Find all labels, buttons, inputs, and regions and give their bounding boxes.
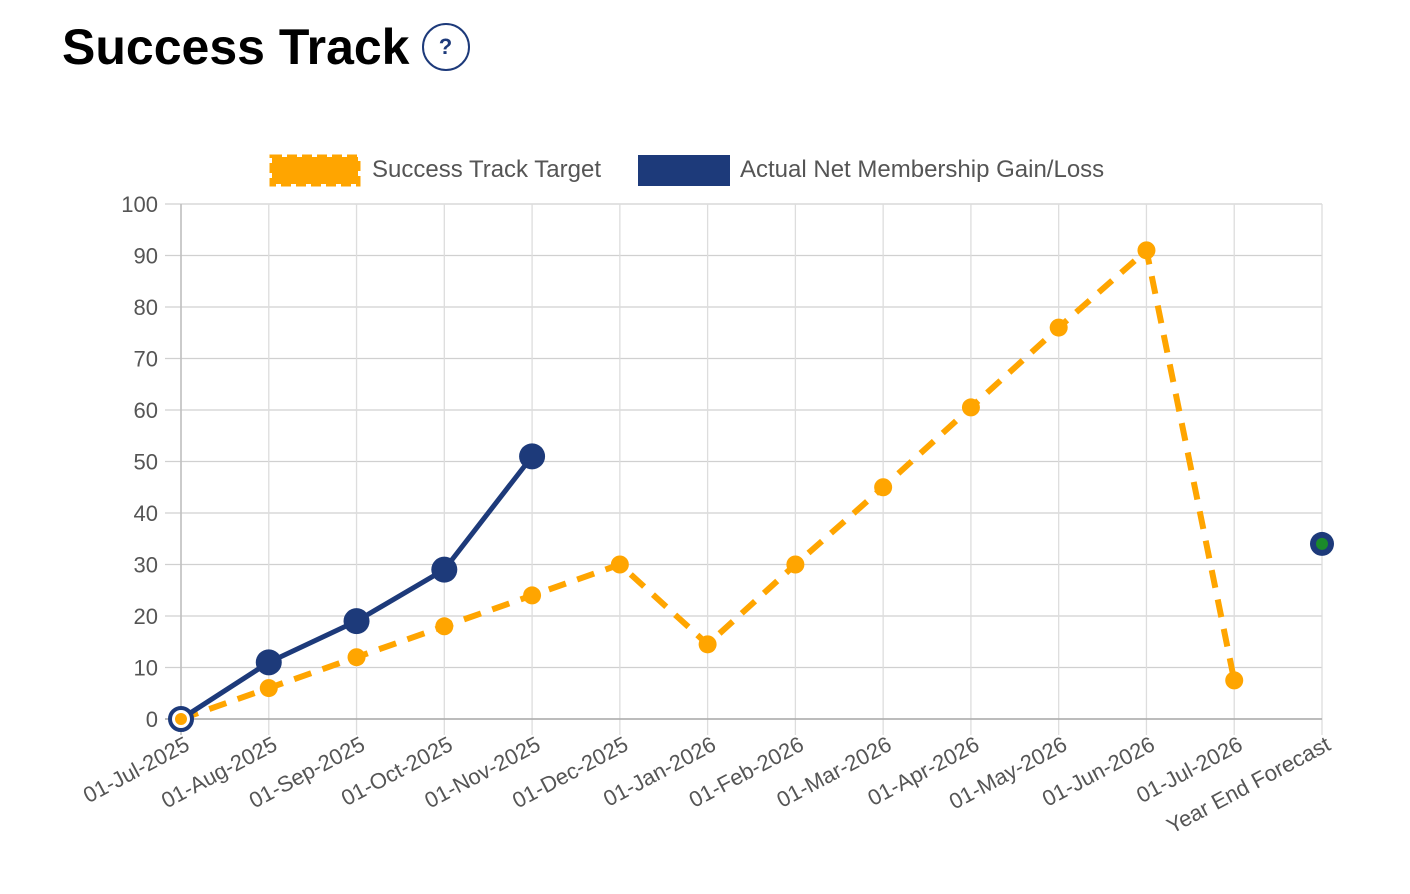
legend-target-label[interactable]: Success Track Target [372,156,601,183]
actual-point[interactable] [343,608,370,635]
target-point[interactable] [874,478,893,497]
chart-grid [165,203,1323,735]
y-tick-label: 90 [134,244,158,269]
y-tick-label: 80 [134,295,158,320]
y-tick-label: 50 [134,450,158,475]
y-tick-label: 20 [134,604,158,629]
target-point[interactable] [610,555,629,574]
help-button[interactable]: ? [421,23,470,71]
legend-target-swatch[interactable] [269,154,361,187]
target-point[interactable] [435,617,454,636]
legend-actual-label[interactable]: Actual Net Membership Gain/Loss [740,156,1104,183]
target-point[interactable] [523,586,542,605]
target-point-overlap [175,713,187,725]
y-tick-label: 10 [134,656,158,681]
chart-legend[interactable]: Success Track Target Actual Net Membershi… [269,154,1104,187]
actual-point[interactable] [519,443,546,470]
y-tick-label: 60 [134,398,158,423]
chart-series [168,241,1334,732]
target-point[interactable] [1225,671,1244,690]
target-point[interactable] [347,648,366,667]
target-point[interactable] [1049,318,1068,337]
question-mark-icon: ? [438,34,453,59]
legend-actual-swatch[interactable] [638,155,730,186]
y-tick-label: 30 [134,553,158,578]
header: Success Track ? [62,22,470,72]
actual-point[interactable] [431,556,458,583]
target-point[interactable] [1137,241,1156,260]
page-title: Success Track [62,19,410,75]
target-point[interactable] [259,679,278,698]
y-tick-label: 70 [134,347,158,372]
x-axis-labels: 01-Jul-202501-Aug-202501-Sep-202501-Oct-… [79,731,1334,838]
target-point[interactable] [698,635,717,654]
forecast-point-center [1316,537,1328,550]
actual-point[interactable] [255,649,282,676]
chart-axes: 0 10 20 30 40 50 60 70 80 90 100 [121,192,1322,735]
target-point[interactable] [786,555,805,574]
y-tick-label: 0 [146,707,158,732]
y-tick-label: 100 [121,192,158,217]
target-point[interactable] [961,398,980,417]
x-tick-label: Year End Forecast [1162,731,1334,838]
y-tick-label: 40 [134,501,158,526]
